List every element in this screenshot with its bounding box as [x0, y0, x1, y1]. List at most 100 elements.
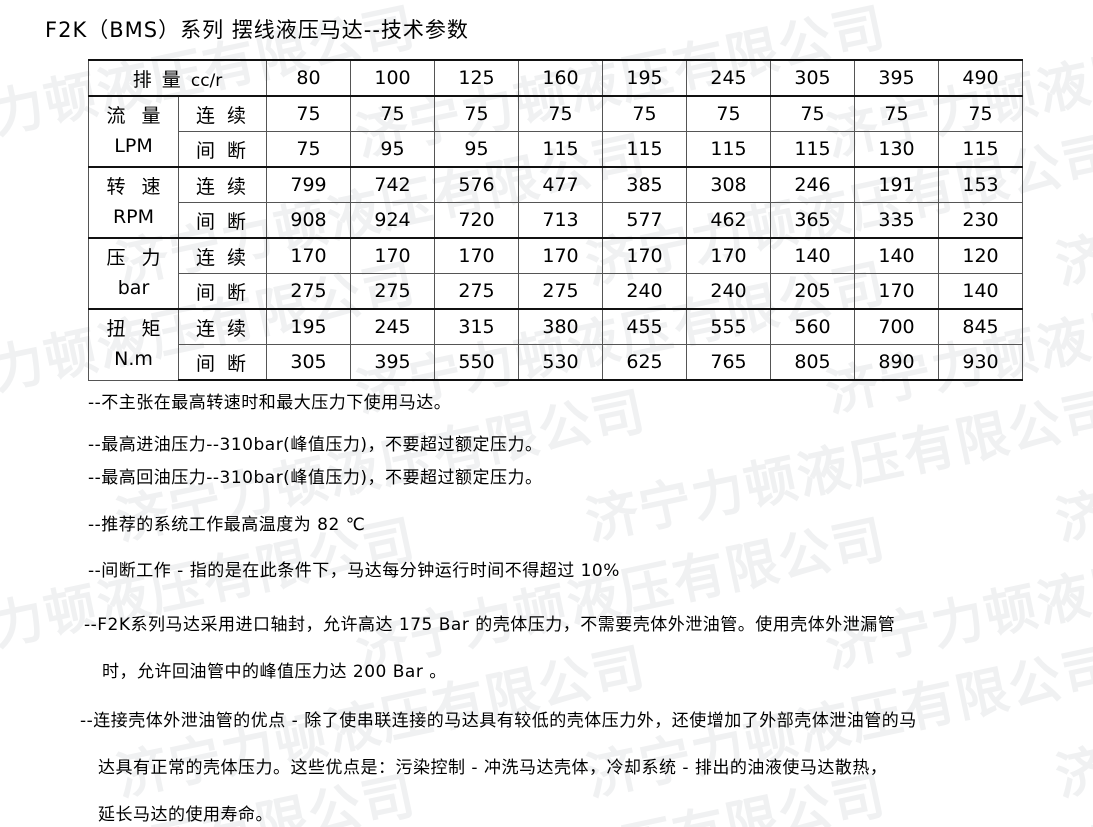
data-cell: 308 — [686, 166, 772, 203]
note-item: --最高进油压力--310bar(峰值压力)，不要超过额定压力。 — [88, 434, 542, 457]
data-cell: 380 — [518, 308, 604, 345]
displacement-header-value: 305 — [770, 59, 856, 97]
displacement-header-value: 80 — [266, 59, 352, 97]
data-cell: 75 — [350, 95, 436, 132]
data-cell: 115 — [518, 131, 604, 168]
displacement-header-value: 395 — [854, 59, 940, 97]
table-header-row: 排 量 cc/r 80 100 125 160 195 245 305 395 490 — [87, 59, 1024, 97]
data-cell: 275 — [350, 273, 436, 310]
note-line: 时，允许回油管中的峰值压力达 200 Bar 。 — [102, 661, 447, 682]
table-row: 间 断 75 95 95 115 115 115 115 130 115 — [89, 131, 1024, 168]
data-cell: 530 — [518, 344, 604, 381]
data-cell: 924 — [350, 202, 436, 239]
data-cell: 845 — [938, 308, 1024, 345]
note-line: --最高回油压力--310bar(峰值压力)，不要超过额定压力。 — [88, 468, 543, 488]
page-title: F2K（BMS）系列 摆线液压马达--技术参数 — [45, 18, 469, 42]
duty-mode-label: 间 断 — [177, 273, 268, 310]
parameter-label-unit: LPM — [114, 134, 153, 157]
data-cell: 799 — [266, 166, 352, 203]
data-cell: 577 — [602, 202, 688, 239]
note-line: 达具有正常的壳体压力。这些优点是：污染控制 - 冲洗马达壳体，冷却系统 - 排出… — [98, 757, 888, 778]
duty-mode-label: 间 断 — [177, 131, 268, 168]
note-line: --间断工作 - 指的是在此条件下，马达每分钟运行时间不得超过 10% — [88, 561, 620, 581]
data-cell: 195 — [266, 308, 352, 345]
note-line: --F2K系列马达采用进口轴封，允许高达 175 Bar 的壳体压力，不需要壳体… — [84, 615, 896, 635]
duty-mode-label: 连 续 — [177, 95, 268, 132]
parameter-label: 转 速 RPM — [88, 166, 179, 239]
table-row: 流 量 LPM 连 续 75 75 75 75 75 75 75 75 75 — [88, 95, 1024, 168]
data-cell: 75 — [770, 95, 856, 132]
table-row: 压 力 bar 连 续 170 170 170 170 170 170 140 140 120 — [88, 237, 1024, 310]
data-cell: 245 — [350, 308, 436, 345]
data-cell: 95 — [350, 131, 436, 168]
parameter-label-cn: 流 量 — [106, 105, 166, 128]
data-cell: 462 — [686, 202, 772, 239]
note-line: --不主张在最高转速时和最大压力下使用马达。 — [88, 393, 452, 413]
note-item: --推荐的系统工作最高温度为 82 ℃ — [88, 514, 365, 537]
data-cell: 115 — [938, 131, 1024, 168]
specification-table-wrapper: 排 量 cc/r 80 100 125 160 195 245 305 395 490 流 量 LPM… — [87, 59, 1024, 381]
data-cell: 305 — [266, 344, 352, 381]
note-line: 延长马达的使用寿命。 — [98, 804, 273, 825]
data-cell: 720 — [434, 202, 520, 239]
data-cell: 191 — [854, 166, 940, 203]
note-item: --F2K系列马达采用进口轴封，允许高达 175 Bar 的壳体压力，不需要壳体… — [84, 614, 895, 684]
parameter-label: 压 力 bar — [88, 237, 179, 310]
displacement-header-value: 100 — [350, 59, 436, 97]
parameter-label-cn: 转 速 — [106, 176, 166, 199]
displacement-header-label: 排 量 cc/r — [87, 59, 268, 97]
parameter-label-unit: RPM — [112, 205, 155, 228]
note-line: --推荐的系统工作最高温度为 82 ℃ — [88, 515, 366, 535]
parameter-label-unit: bar — [117, 276, 150, 299]
data-cell: 395 — [350, 344, 436, 381]
data-cell: 170 — [602, 237, 688, 274]
data-cell: 130 — [854, 131, 940, 168]
data-cell: 75 — [266, 131, 352, 168]
data-cell: 576 — [434, 166, 520, 203]
displacement-header-value: 195 — [602, 59, 688, 97]
data-cell: 120 — [938, 237, 1024, 274]
parameter-label-cn: 扭 矩 — [106, 318, 166, 341]
data-cell: 140 — [854, 237, 940, 274]
data-cell: 560 — [770, 308, 856, 345]
data-cell: 765 — [686, 344, 772, 381]
data-cell: 550 — [434, 344, 520, 381]
note-line: --最高进油压力--310bar(峰值压力)，不要超过额定压力。 — [88, 435, 543, 455]
data-cell: 246 — [770, 166, 856, 203]
data-cell: 140 — [770, 237, 856, 274]
data-cell: 115 — [602, 131, 688, 168]
data-cell: 455 — [602, 308, 688, 345]
displacement-header-value: 490 — [938, 59, 1024, 97]
data-cell: 170 — [434, 237, 520, 274]
data-cell: 170 — [686, 237, 772, 274]
data-cell: 385 — [602, 166, 688, 203]
data-cell: 75 — [938, 95, 1024, 132]
note-item: --连接壳体外泄油管的优点 - 除了使串联连接的马达具有较低的壳体压力外，还使增… — [80, 710, 917, 827]
data-cell: 555 — [686, 308, 772, 345]
data-cell: 75 — [518, 95, 604, 132]
data-cell: 240 — [602, 273, 688, 310]
table-row: 间 断 275 275 275 275 240 240 205 170 140 — [89, 273, 1024, 310]
parameter-label: 流 量 LPM — [88, 95, 179, 168]
data-cell: 115 — [686, 131, 772, 168]
specification-table: 排 量 cc/r 80 100 125 160 195 245 305 395 490 流 量 LPM… — [87, 59, 1024, 381]
displacement-header-value: 125 — [434, 59, 520, 97]
parameter-label: 扭 矩 N.m — [88, 308, 179, 381]
data-cell: 908 — [266, 202, 352, 239]
displacement-header-text: 排 量 — [132, 68, 191, 91]
displacement-header-unit: cc/r — [190, 70, 223, 91]
duty-mode-label: 连 续 — [177, 237, 268, 274]
data-cell: 742 — [350, 166, 436, 203]
data-cell: 240 — [686, 273, 772, 310]
data-cell: 115 — [770, 131, 856, 168]
duty-mode-label: 连 续 — [177, 166, 268, 203]
data-cell: 170 — [266, 237, 352, 274]
table-row: 间 断 908 924 720 713 577 462 365 335 230 — [89, 202, 1024, 239]
duty-mode-label: 间 断 — [177, 344, 268, 381]
note-item: --不主张在最高转速时和最大压力下使用马达。 — [88, 392, 451, 415]
data-cell: 75 — [434, 95, 520, 132]
note-item: --间断工作 - 指的是在此条件下，马达每分钟运行时间不得超过 10% — [88, 560, 620, 583]
data-cell: 170 — [854, 273, 940, 310]
data-cell: 153 — [938, 166, 1024, 203]
table-row: 扭 矩 N.m 连 续 195 245 315 380 455 555 560 700 845 — [88, 308, 1024, 381]
